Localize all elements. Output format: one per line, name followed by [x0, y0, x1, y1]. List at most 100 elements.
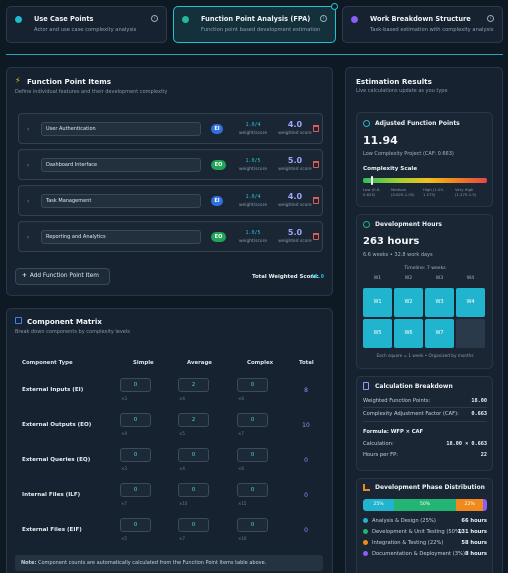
week-square: W6 [394, 319, 423, 348]
legend-dot [363, 529, 368, 534]
calculation-label: Calculation: [363, 441, 394, 447]
type-badge: EI [211, 124, 223, 134]
tab-subtitle: Function point based development estimat… [201, 27, 321, 33]
weighted-score: 5.0 [287, 228, 303, 237]
simple-count-input[interactable]: 0 [120, 518, 151, 532]
fp-item-row: › Reporting and Analytics EO 1.0/5 weigh… [18, 221, 323, 252]
formula-title: Formula: WFP × CAF [363, 429, 424, 435]
info-icon[interactable]: i [487, 15, 494, 22]
fp-item-row: › Task Management EI 1.0/4 weight/score … [18, 185, 323, 216]
bolt-icon: ⚡ [15, 76, 21, 85]
average-count-input[interactable]: 0 [178, 448, 209, 462]
average-count-input[interactable]: 2 [178, 413, 209, 427]
average-count-input[interactable]: 0 [178, 483, 209, 497]
fp-item-row: › Dashboard Interface EO 1.0/5 weight/sc… [18, 149, 323, 180]
component-type-label: External Inputs (EI) [22, 387, 84, 393]
phase-segment [483, 499, 487, 511]
tab-title: Work Breakdown Structure [370, 15, 471, 23]
complex-count-input[interactable]: 0 [237, 378, 268, 392]
panel-title: Estimation Results [356, 77, 432, 86]
scale-label: Very High (1.275-1.5) [455, 187, 477, 197]
scale-label: Low (0.6-0.825) [363, 187, 381, 197]
hours-per-fp-value: 22 [480, 452, 487, 458]
complex-multiplier: ×7 [238, 431, 244, 436]
component-matrix-panel [6, 308, 333, 573]
item-name-input[interactable]: User Authentication [41, 122, 201, 136]
complex-count-input[interactable]: 0 [237, 448, 268, 462]
tab-use-case-points[interactable]: Use Case Points Actor and use case compl… [6, 6, 167, 43]
chevron-right-icon[interactable]: › [27, 126, 30, 133]
trash-icon[interactable] [313, 197, 319, 204]
weighted-score-label: weighted score [278, 167, 312, 172]
chevron-right-icon[interactable]: › [27, 198, 30, 205]
weight-value: 1.0/5 [245, 158, 261, 164]
week-square: W7 [425, 319, 454, 348]
column-header: Total [299, 360, 314, 366]
legend-hours: 131 hours [457, 529, 487, 535]
info-icon[interactable]: i [151, 15, 158, 22]
calculator-icon [363, 382, 369, 390]
weight-value: 1.0/4 [245, 194, 261, 200]
weighted-score: 4.0 [287, 120, 303, 129]
info-icon[interactable]: i [320, 15, 327, 22]
complexity-scale-bar [363, 178, 487, 183]
weight-label: weight/score [238, 167, 268, 172]
complex-count-input[interactable]: 0 [237, 518, 268, 532]
component-type-label: External Queries (EQ) [22, 457, 91, 463]
add-function-point-button[interactable]: + Add Function Point Item [15, 268, 110, 285]
legend-dot [363, 540, 368, 545]
item-name-input[interactable]: Task Management [41, 194, 201, 208]
phase-segment: 25% [363, 499, 394, 511]
legend-label: Documentation & Deployment (3%) [372, 551, 465, 557]
card-title: Development Phase Distribution [375, 484, 485, 491]
simple-count-input[interactable]: 0 [120, 483, 151, 497]
component-type-label: External Outputs (EO) [22, 422, 92, 428]
simple-count-input[interactable]: 0 [120, 413, 151, 427]
trash-icon[interactable] [313, 161, 319, 168]
trash-icon[interactable] [313, 125, 319, 132]
average-multiplier: ×4 [179, 396, 185, 401]
average-multiplier: ×10 [179, 501, 188, 506]
hours-per-fp-label: Hours per FP: [363, 452, 398, 458]
timeline-caption: Each square = 1 week • Organized by mont… [376, 353, 474, 358]
column-header: Average [187, 360, 212, 366]
weight-label: weight/score [238, 203, 268, 208]
panel-title: Component Matrix [27, 317, 102, 326]
hours-per-fp-row: Hours per FP: 22 [363, 452, 487, 458]
phase-legend-item: Integration & Testing (22%) 58 hours [363, 540, 487, 546]
clock-icon [363, 221, 370, 228]
component-type-label: External Files (EIF) [22, 527, 82, 533]
complexity-scale-title: Complexity Scale [363, 166, 418, 172]
simple-count-input[interactable]: 0 [120, 378, 151, 392]
weighted-score-label: weighted score [278, 239, 312, 244]
chevron-right-icon[interactable]: › [27, 162, 30, 169]
average-multiplier: ×5 [179, 431, 185, 436]
row-total: 8 [304, 387, 308, 394]
item-name-input[interactable]: Dashboard Interface [41, 158, 201, 172]
breakdown-label: Weighted Function Points: [363, 398, 431, 404]
chevron-right-icon[interactable]: › [27, 234, 30, 241]
average-count-input[interactable]: 2 [178, 378, 209, 392]
tab-function-point-analysis[interactable]: Function Point Analysis (FPA) Function p… [173, 3, 338, 43]
tab-work-breakdown-structure[interactable]: Work Breakdown Structure Task-based esti… [342, 6, 503, 43]
trash-icon[interactable] [313, 233, 319, 240]
phase-segment: 50% [394, 499, 456, 511]
row-total: 0 [304, 492, 308, 499]
column-header: Complex [247, 360, 274, 366]
row-total: 0 [304, 457, 308, 464]
adjusted-fp-card [356, 112, 493, 207]
complex-count-input[interactable]: 0 [237, 413, 268, 427]
item-name-input[interactable]: Reporting and Analytics [41, 230, 201, 244]
column-header: Simple [133, 360, 154, 366]
divider [363, 421, 487, 422]
tab-dot [351, 16, 358, 23]
average-count-input[interactable]: 0 [178, 518, 209, 532]
simple-multiplier: ×3 [121, 396, 127, 401]
panel-title: Function Point Items [27, 77, 111, 86]
breakdown-value: 18.00 [471, 398, 487, 404]
week-square: W3 [425, 288, 454, 317]
complex-count-input[interactable]: 0 [237, 483, 268, 497]
card-title: Calculation Breakdown [375, 383, 453, 390]
legend-hours: 58 hours [461, 540, 487, 546]
simple-count-input[interactable]: 0 [120, 448, 151, 462]
